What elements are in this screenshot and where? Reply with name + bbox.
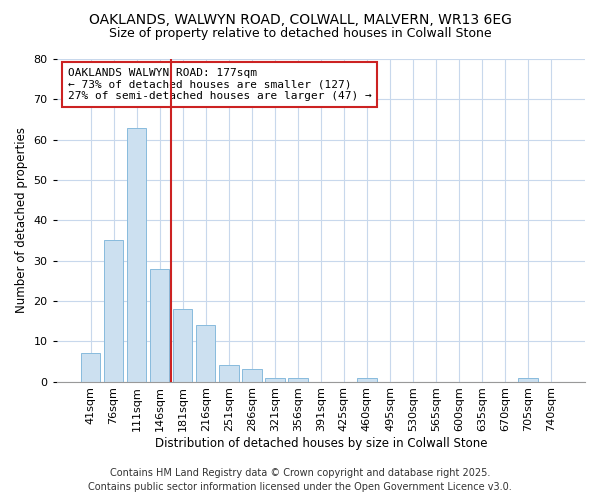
Bar [288, 378, 308, 382]
Bar [150, 268, 169, 382]
Bar [81, 354, 100, 382]
Bar [242, 370, 262, 382]
Bar [104, 240, 124, 382]
Y-axis label: Number of detached properties: Number of detached properties [15, 128, 28, 314]
Bar [127, 128, 146, 382]
Bar [196, 325, 215, 382]
X-axis label: Distribution of detached houses by size in Colwall Stone: Distribution of detached houses by size … [155, 437, 487, 450]
Bar [518, 378, 538, 382]
Bar [265, 378, 284, 382]
Bar [357, 378, 377, 382]
Text: OAKLANDS WALWYN ROAD: 177sqm
← 73% of detached houses are smaller (127)
27% of s: OAKLANDS WALWYN ROAD: 177sqm ← 73% of de… [68, 68, 371, 101]
Text: OAKLANDS, WALWYN ROAD, COLWALL, MALVERN, WR13 6EG: OAKLANDS, WALWYN ROAD, COLWALL, MALVERN,… [89, 12, 511, 26]
Bar [219, 366, 239, 382]
Text: Size of property relative to detached houses in Colwall Stone: Size of property relative to detached ho… [109, 28, 491, 40]
Text: Contains HM Land Registry data © Crown copyright and database right 2025.
Contai: Contains HM Land Registry data © Crown c… [88, 468, 512, 492]
Bar [173, 309, 193, 382]
